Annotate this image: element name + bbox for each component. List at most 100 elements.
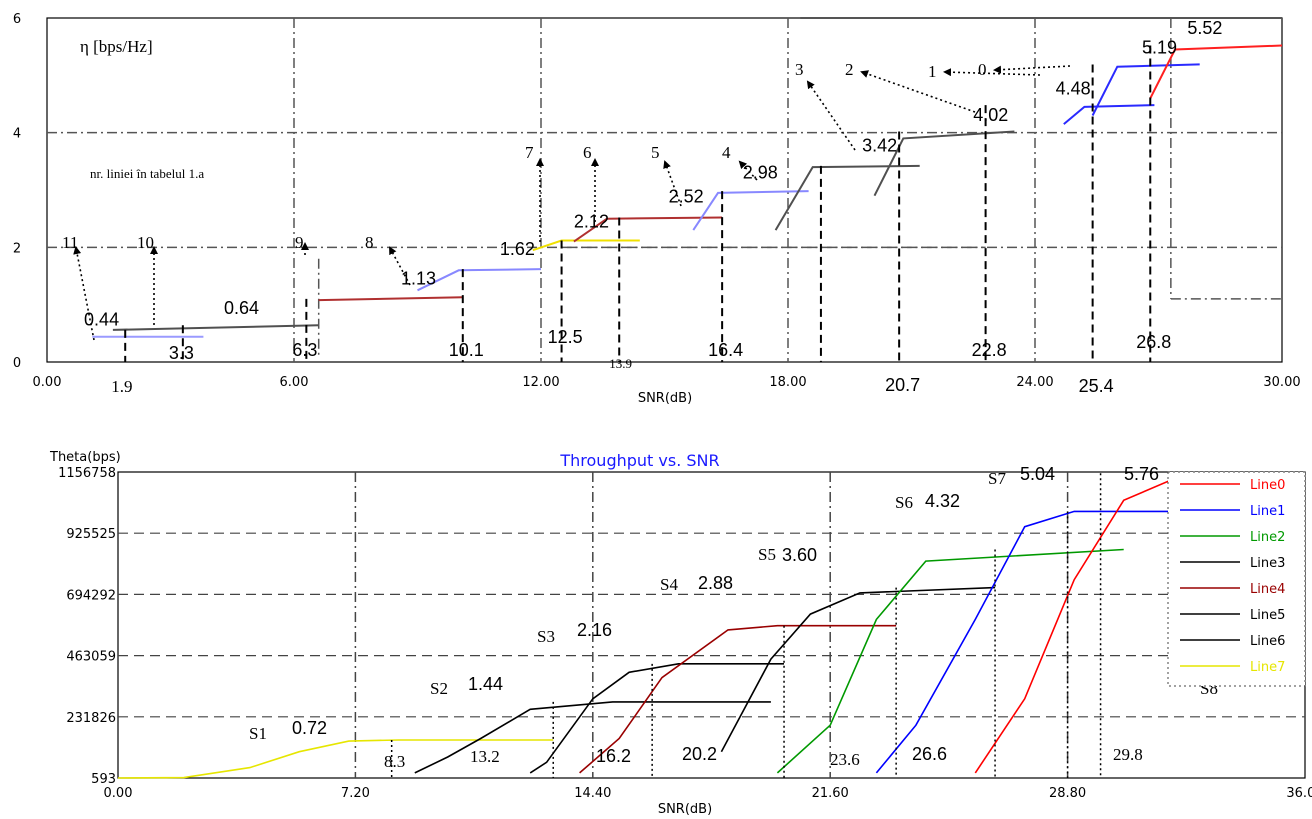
- bottom-ytick-label-3: 694292: [66, 588, 116, 603]
- top-series-line-8: [873, 130, 1015, 197]
- bottom-axis: 0.00 7.20 14.40 21.60 28.80 36.00 593 231826 463…: [58, 466, 1312, 817]
- legend-label-line4: Line4: [1250, 582, 1285, 597]
- bottom-xtick-label-0: 0.00: [104, 786, 133, 801]
- top-series-line-1: [112, 324, 319, 331]
- legend-label-line1: Line1: [1250, 504, 1285, 519]
- bottom-ytick-label-0: 593: [91, 772, 116, 787]
- bottom-ytick-label-1: 231826: [66, 711, 116, 726]
- top-line-number-10: 10: [137, 233, 154, 252]
- bottom-efficiency-label-6: 5.04: [1020, 464, 1055, 484]
- top-line-number-0: 0: [978, 60, 987, 79]
- bottom-series-line-line5: [529, 662, 784, 774]
- bottom-legend: Line0 Line1 Line2 Line3 Line4 Line5 Line6 Line7: [1167, 471, 1306, 687]
- bottom-xtick-label-1: 7.20: [341, 786, 370, 801]
- top-series-group: [92, 44, 1283, 338]
- top-series-line-2: [318, 296, 463, 302]
- top-efficiency-label-2: 1.13: [401, 269, 436, 289]
- top-ytick-label-0: 0: [13, 356, 21, 371]
- bottom-stage-label-3: S4: [660, 575, 678, 594]
- top-efficiency-label-9: 4.48: [1056, 78, 1091, 98]
- top-ytick-label-2: 4: [13, 127, 21, 142]
- bottom-efficiency-label-1: 1.44: [468, 674, 503, 694]
- top-xtick-label-0: 0.00: [33, 375, 62, 390]
- bottom-series-line-line3: [720, 586, 996, 753]
- top-efficiency-label-1: 0.64: [224, 298, 259, 318]
- top-series-line-10: [1091, 63, 1200, 116]
- top-line-number-7: 7: [525, 143, 534, 162]
- bottom-plot-frame: [117, 471, 1306, 779]
- top-line-number-1: 1: [928, 62, 937, 81]
- top-series-line-5: [573, 216, 723, 243]
- top-line-number-arrow-1: [943, 68, 1041, 77]
- top-efficiency-label-4: 2.12: [574, 211, 609, 231]
- bottom-xtick-label-3: 21.60: [812, 786, 849, 801]
- bottom-xtick-label-2: 14.40: [574, 786, 611, 801]
- bottom-ylabel: Theta(bps): [49, 450, 121, 465]
- top-xtick-label-1: 6.00: [280, 375, 309, 390]
- top-line-number-2: 2: [845, 60, 854, 79]
- bottom-series-line-line2: [776, 548, 1124, 774]
- top-threshold-label-6: 16.4: [708, 340, 743, 360]
- top-threshold-label-2: 6.3: [292, 340, 317, 360]
- legend-label-line6: Line6: [1250, 634, 1285, 649]
- legend-label-line7: Line7: [1250, 660, 1285, 675]
- top-efficiency-label-8: 4.02: [973, 105, 1008, 125]
- top-threshold-label-7: 20.7: [885, 375, 920, 395]
- top-line-number-4: 4: [722, 143, 731, 162]
- top-grid: [47, 17, 1282, 362]
- bottom-series-line-line6: [414, 701, 771, 774]
- top-xlabel: SNR(dB): [638, 391, 692, 406]
- top-threshold-label-9: 25.4: [1079, 376, 1114, 396]
- spectral-efficiency-chart: η [bps/Hz]nr. liniei în tabelul 1.a0.440…: [13, 12, 1301, 406]
- bottom-stage-label-0: S1: [249, 724, 267, 743]
- top-line-number-6: 6: [583, 143, 592, 162]
- top-efficiency-label-7: 3.42: [862, 136, 897, 156]
- top-threshold-label-3: 10.1: [449, 340, 484, 360]
- top-line-number-11: 11: [62, 233, 78, 252]
- top-series-line-11: [1149, 44, 1283, 99]
- top-plot-frame: [46, 17, 1283, 363]
- top-efficiency-label-3: 1.62: [500, 239, 535, 259]
- top-series-line-3: [417, 268, 542, 292]
- bottom-xtick-label-5: 36.00: [1286, 786, 1312, 801]
- bottom-efficiency-label-3: 2.88: [698, 573, 733, 593]
- bottom-efficiency-label-5: 4.32: [925, 491, 960, 511]
- top-series-line-6: [692, 190, 809, 231]
- top-efficiency-label-5: 2.52: [669, 187, 704, 207]
- bottom-threshold-label-4: 23.6: [830, 750, 860, 769]
- bottom-efficiency-label-0: 0.72: [292, 718, 327, 738]
- bottom-series-line-line4: [579, 624, 897, 774]
- bottom-threshold-label-1: 13.2: [470, 747, 500, 766]
- bottom-ytick-label-4: 925525: [66, 527, 116, 542]
- bottom-threshold-label-5: 26.6: [912, 744, 947, 764]
- legend-label-line2: Line2: [1250, 530, 1285, 545]
- top-ytick-label-1: 2: [13, 241, 21, 256]
- top-series-line-9: [1063, 104, 1155, 125]
- bottom-xtick-label-4: 28.80: [1049, 786, 1086, 801]
- bottom-efficiency-label-2: 2.16: [577, 620, 612, 640]
- top-line-number-5: 5: [651, 143, 660, 162]
- bottom-series-line-line1: [875, 510, 1207, 774]
- bottom-ytick-label-5: 1156758: [58, 466, 116, 481]
- top-threshold-label-5: 13.9: [609, 356, 632, 371]
- bottom-stage-label-1: S2: [430, 679, 448, 698]
- legend-label-line0: Line0: [1250, 478, 1285, 493]
- top-line-number-arrow-3: [806, 80, 856, 151]
- bottom-threshold-label-0: 8.3: [384, 752, 405, 771]
- bottom-series-line-line7: [117, 739, 554, 779]
- top-efficiency-label-11: 5.52: [1187, 18, 1222, 38]
- top-xtick-label-3: 18.00: [769, 375, 806, 390]
- bottom-efficiency-label-7: 5.76: [1124, 464, 1159, 484]
- top-threshold-label-4: 12.5: [548, 327, 583, 347]
- legend-box: [1167, 471, 1306, 687]
- top-axis: 0.00 6.00 12.00 18.00 24.00 30.00 0 2 4 6 SNR(dB): [13, 12, 1301, 406]
- top-efficiency-label-10: 5.19: [1142, 38, 1177, 58]
- bottom-stage-label-4: S5: [758, 545, 776, 564]
- bottom-threshold-label-3: 20.2: [682, 744, 717, 764]
- bottom-stage-label-5: S6: [895, 493, 913, 512]
- bottom-stage-label-2: S3: [537, 627, 555, 646]
- top-xtick-label-5: 30.00: [1263, 375, 1300, 390]
- top-line-number-arrow-11: [73, 246, 95, 341]
- top-efficiency-label-6: 2.98: [743, 163, 778, 183]
